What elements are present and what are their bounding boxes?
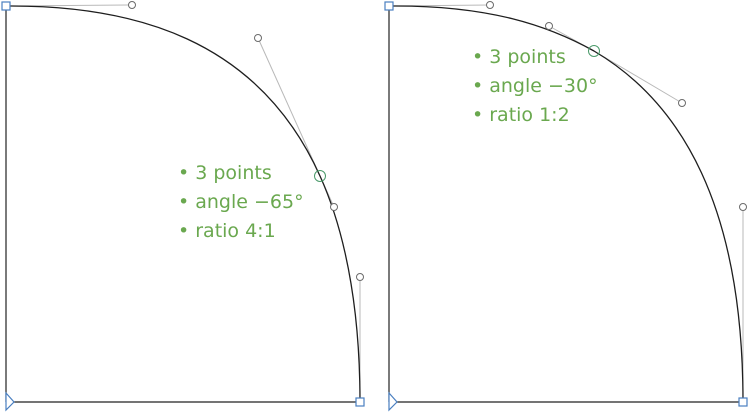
start-point-marker[interactable]	[5, 391, 15, 412]
handle-line	[257, 37, 321, 177]
start-point-marker[interactable]	[388, 391, 398, 412]
corner-node[interactable]	[384, 1, 394, 11]
annotation-text: • ratio 1:2	[472, 104, 570, 126]
corner-node[interactable]	[1, 1, 11, 11]
annotation-text: • angle −65°	[178, 191, 304, 213]
handle-point[interactable]	[330, 203, 338, 211]
handle-point[interactable]	[128, 1, 136, 9]
handle-point[interactable]	[739, 203, 747, 211]
annotation-text: • 3 points	[178, 162, 272, 184]
curve	[388, 5, 744, 403]
annotation-text: • 3 points	[472, 46, 566, 68]
handle-point[interactable]	[486, 1, 494, 9]
handle-point[interactable]	[678, 99, 686, 107]
on-curve-point[interactable]	[314, 170, 326, 182]
annotation-text: • angle −30°	[472, 75, 598, 97]
corner-node[interactable]	[738, 397, 748, 407]
handle-point[interactable]	[254, 34, 262, 42]
handle-point[interactable]	[545, 22, 553, 30]
panel-left: • 3 points • angle −65° • ratio 4:1	[1, 1, 365, 412]
on-curve-point[interactable]	[588, 45, 600, 57]
annotation-text: • ratio 4:1	[178, 220, 276, 242]
handle-point[interactable]	[356, 273, 364, 281]
corner-node[interactable]	[355, 397, 365, 407]
panel-right: • 3 points • angle −30° • ratio 1:2	[384, 1, 748, 412]
curve	[5, 5, 361, 403]
